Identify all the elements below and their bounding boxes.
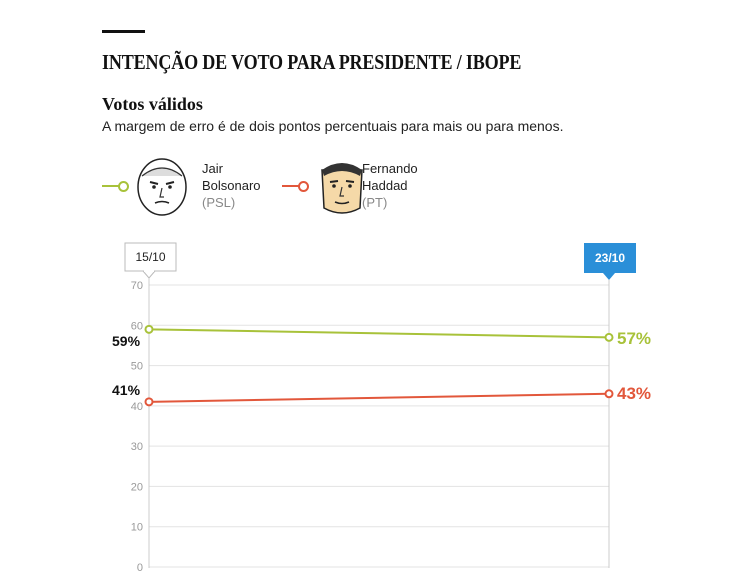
y-tick-label: 60 [131, 320, 143, 332]
y-tick-label: 30 [131, 441, 143, 453]
legend-name-haddad-line2: Haddad [362, 178, 408, 193]
legend-marker-haddad [298, 181, 309, 192]
end-value-haddad: 43% [617, 384, 652, 403]
chart-title: INTENÇÃO DE VOTO PARA PRESIDENTE / IBOPE [102, 50, 522, 74]
legend-item-haddad: Fernando Haddad (PT) [282, 156, 452, 220]
legend-line-bolsonaro [102, 185, 128, 187]
bolsonaro-face-icon [137, 158, 187, 216]
start-value-bolsonaro: 59% [112, 333, 141, 349]
y-tick-label: 10 [131, 522, 143, 534]
series-0-point-0 [144, 324, 154, 334]
legend-line-haddad [282, 185, 308, 187]
chart-subtitle: Votos válidos [102, 94, 203, 114]
end-value-bolsonaro: 57% [617, 329, 652, 348]
y-tick-label: 40 [131, 401, 143, 413]
y-tick-label: 0 [137, 562, 143, 574]
series-0-point-1 [604, 332, 614, 342]
legend-name-haddad: Fernando Haddad [362, 160, 418, 194]
legend-name-bolsonaro-line2: Bolsonaro [202, 178, 261, 193]
legend-name-bolsonaro: Jair Bolsonaro [202, 160, 261, 194]
series-line-1 [148, 392, 610, 403]
start-value-haddad: 41% [112, 382, 141, 398]
margin-of-error-note: A margem de erro é de dois pontos percen… [102, 118, 564, 134]
end-date-tag [584, 243, 636, 568]
title-rule [102, 30, 145, 33]
legend-party-haddad: (PT) [362, 195, 388, 210]
series-1-point-1 [604, 389, 614, 399]
end-date-label: 23/10 [594, 251, 626, 265]
haddad-face-icon [321, 163, 363, 214]
y-tick-label: 50 [131, 361, 143, 373]
series-line-0 [148, 328, 610, 339]
legend-name-haddad-line1: Fernando [362, 161, 418, 176]
legend-party-bolsonaro: (PSL) [202, 195, 236, 210]
legend-marker-bolsonaro [118, 181, 129, 192]
y-tick-label: 20 [131, 481, 143, 493]
legend-name-bolsonaro-line1: Jair [202, 161, 223, 176]
series-1-point-0 [144, 397, 154, 407]
start-date-label: 15/10 [135, 250, 166, 264]
y-tick-label: 70 [131, 280, 143, 292]
legend-item-bolsonaro: Jair Bolsonaro (PSL) [102, 156, 272, 220]
